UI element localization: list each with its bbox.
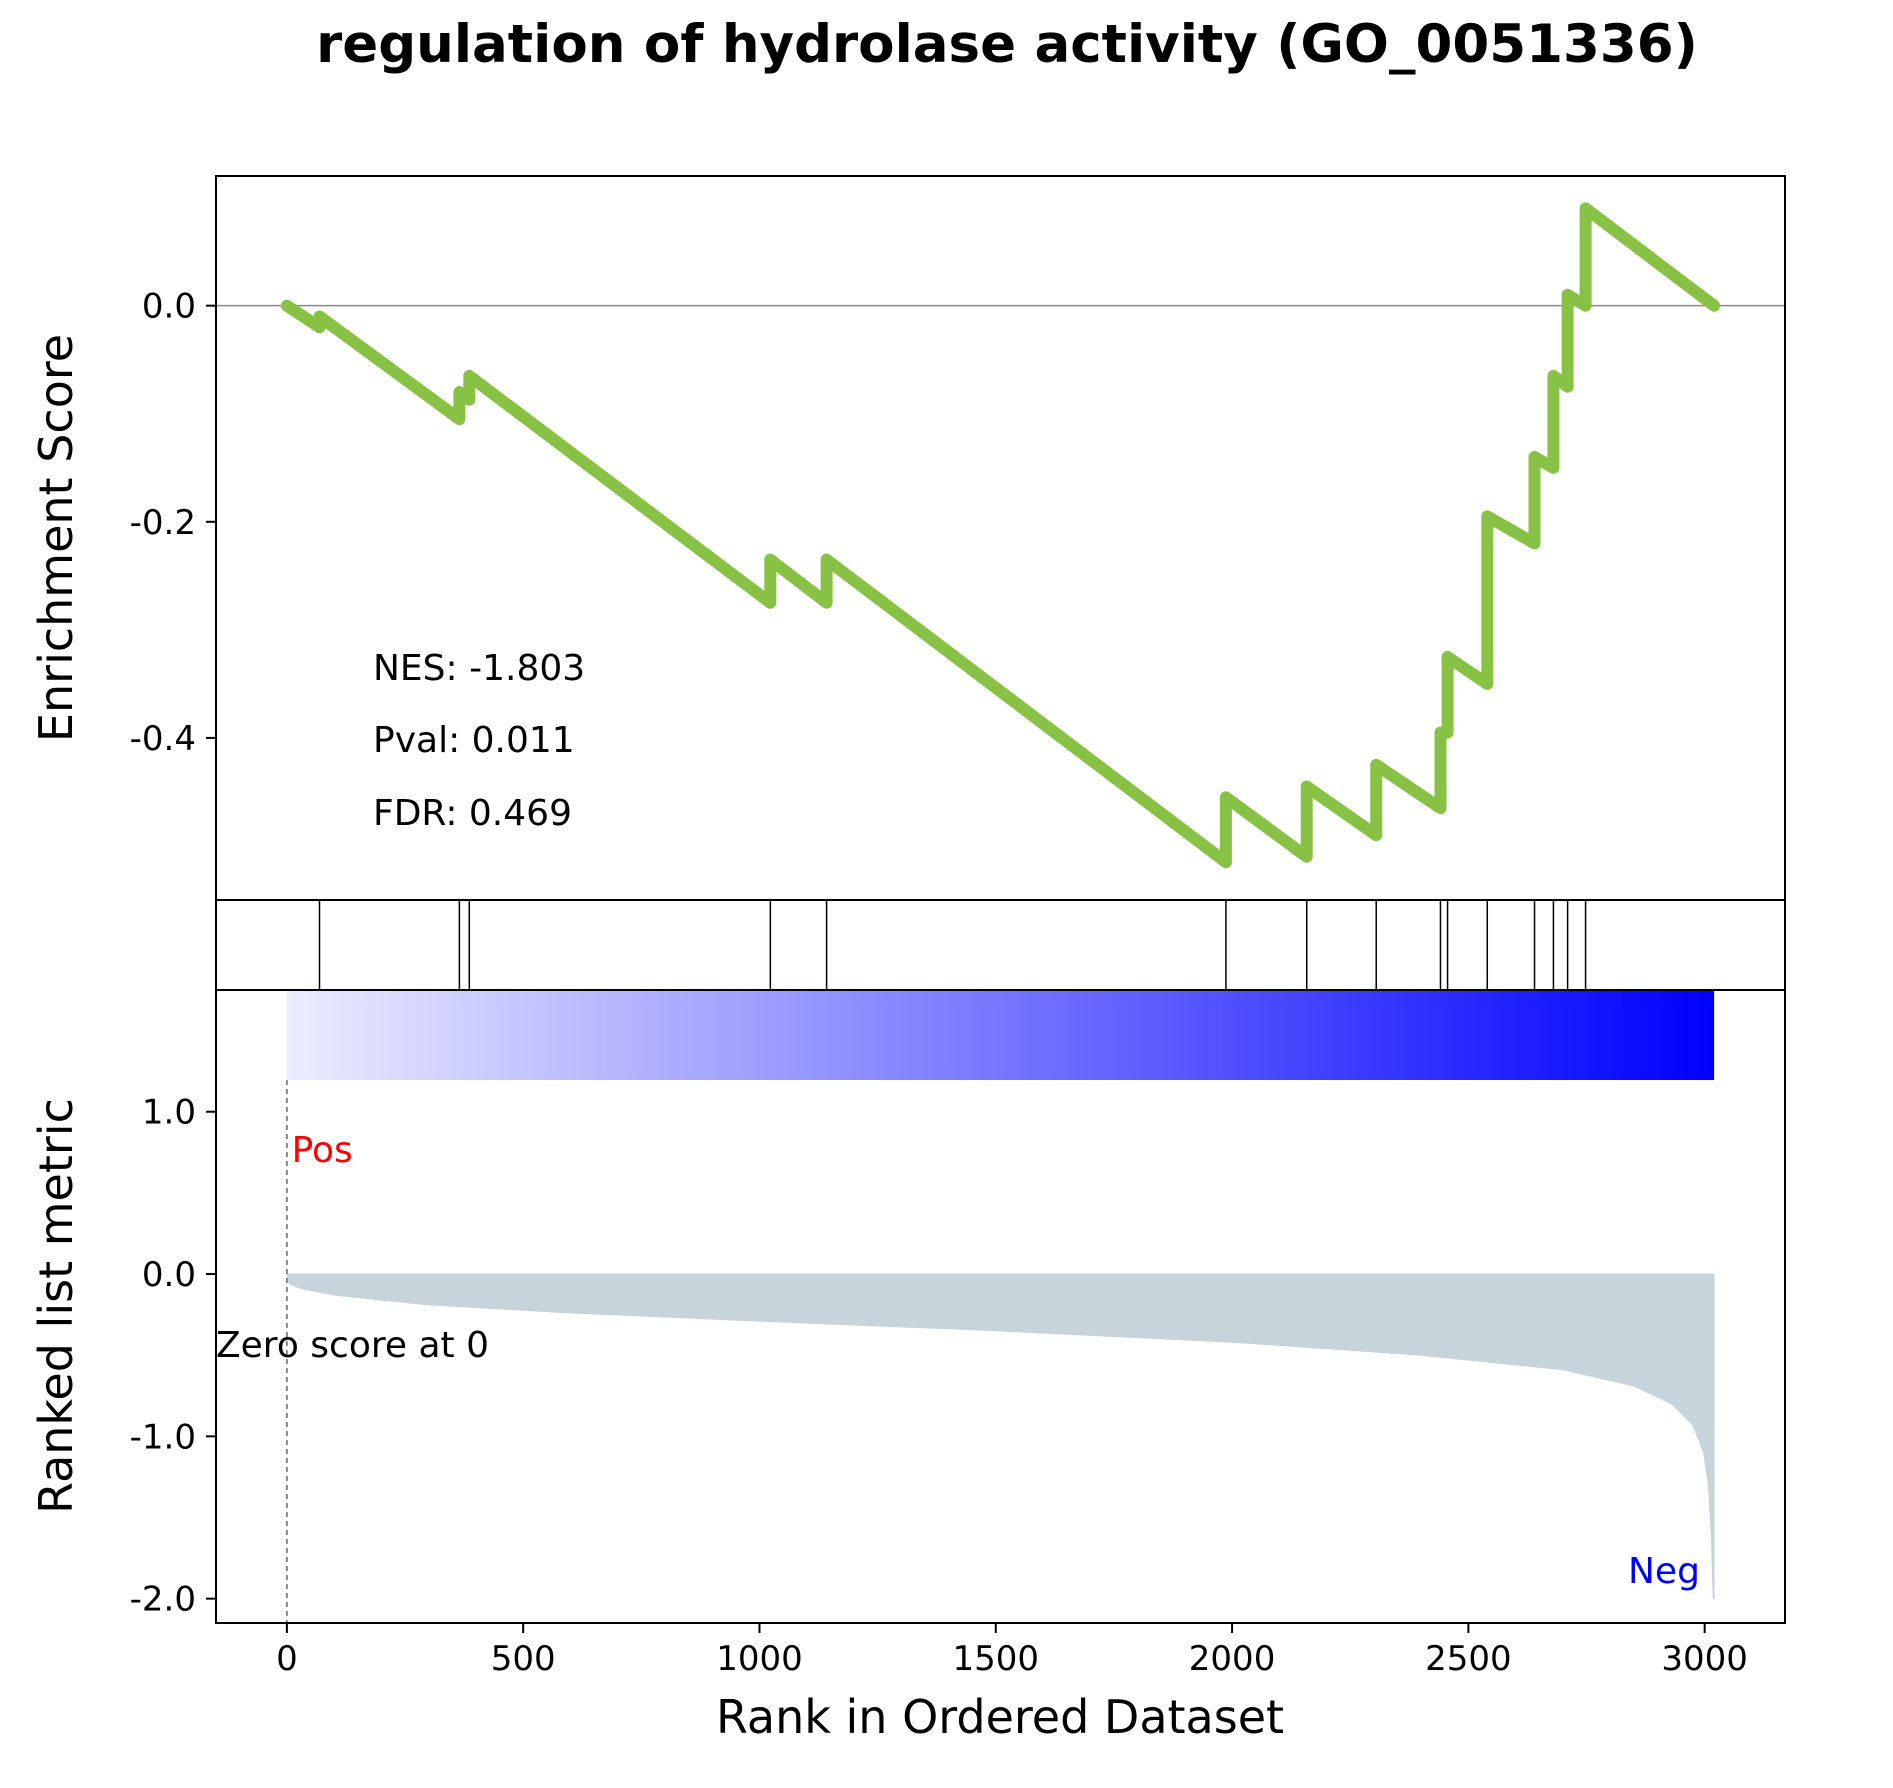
es-y-axis-label: Enrichment Score xyxy=(29,334,83,742)
rank-y-axis-label: Ranked list metric xyxy=(29,1098,83,1514)
rank-y-tick-label: -2.0 xyxy=(130,1580,196,1620)
x-tick-label: 2000 xyxy=(1189,1639,1276,1679)
zero-score-label: Zero score at 0 xyxy=(216,1325,489,1366)
fdr-label: FDR: 0.469 xyxy=(373,793,572,834)
es-y-tick-label: 0.0 xyxy=(142,287,196,327)
es-y-tick-label: -0.2 xyxy=(130,503,196,543)
gene-hit-lines xyxy=(318,900,1587,990)
rank-y-ticks: 1.0 0.0 -1.0 -2.0 xyxy=(130,1093,216,1620)
rank-y-tick-label: 1.0 xyxy=(142,1093,196,1133)
rank-panel-frame xyxy=(215,989,1786,1624)
x-tick-label: 0 xyxy=(276,1639,298,1679)
enrichment-score-line xyxy=(280,202,1721,869)
x-tick-label: 1000 xyxy=(716,1639,803,1679)
enrichment-score-panel: 0.0 -0.2 -0.4 NES: -1.803 Pval: 0.011 FDR:… xyxy=(29,175,1786,901)
ranking-gradient-bar xyxy=(286,990,1715,1080)
rank-x-ticks: 0 500 1000 1500 2000 2500 3000 xyxy=(276,1623,1748,1679)
hits-panel-frame xyxy=(215,899,1786,991)
x-tick-label: 1500 xyxy=(953,1639,1040,1679)
x-tick-label: 3000 xyxy=(1661,1639,1748,1679)
ranked-metric-area xyxy=(286,1273,1715,1600)
es-y-tick-label: -0.4 xyxy=(130,719,196,759)
rank-y-tick-label: 0.0 xyxy=(142,1255,196,1295)
es-y-ticks: 0.0 -0.2 -0.4 xyxy=(130,287,216,759)
x-tick-label: 500 xyxy=(491,1639,556,1679)
rank-x-axis-label: Rank in Ordered Dataset xyxy=(716,1690,1284,1744)
neg-label: Neg xyxy=(1628,1551,1700,1592)
pos-label: Pos xyxy=(292,1130,353,1171)
gene-hits-panel xyxy=(215,899,1786,991)
nes-label: NES: -1.803 xyxy=(373,648,585,689)
chart-title: regulation of hydrolase activity (GO_005… xyxy=(316,14,1698,75)
rank-y-tick-label: -1.0 xyxy=(130,1417,196,1457)
x-tick-label: 2500 xyxy=(1425,1639,1512,1679)
es-panel-frame xyxy=(215,175,1786,901)
ranked-list-panel: Pos Neg Zero score at 0 1.0 0.0 -1.0 -2.0 0… xyxy=(29,989,1786,1744)
pval-label: Pval: 0.011 xyxy=(373,720,575,761)
